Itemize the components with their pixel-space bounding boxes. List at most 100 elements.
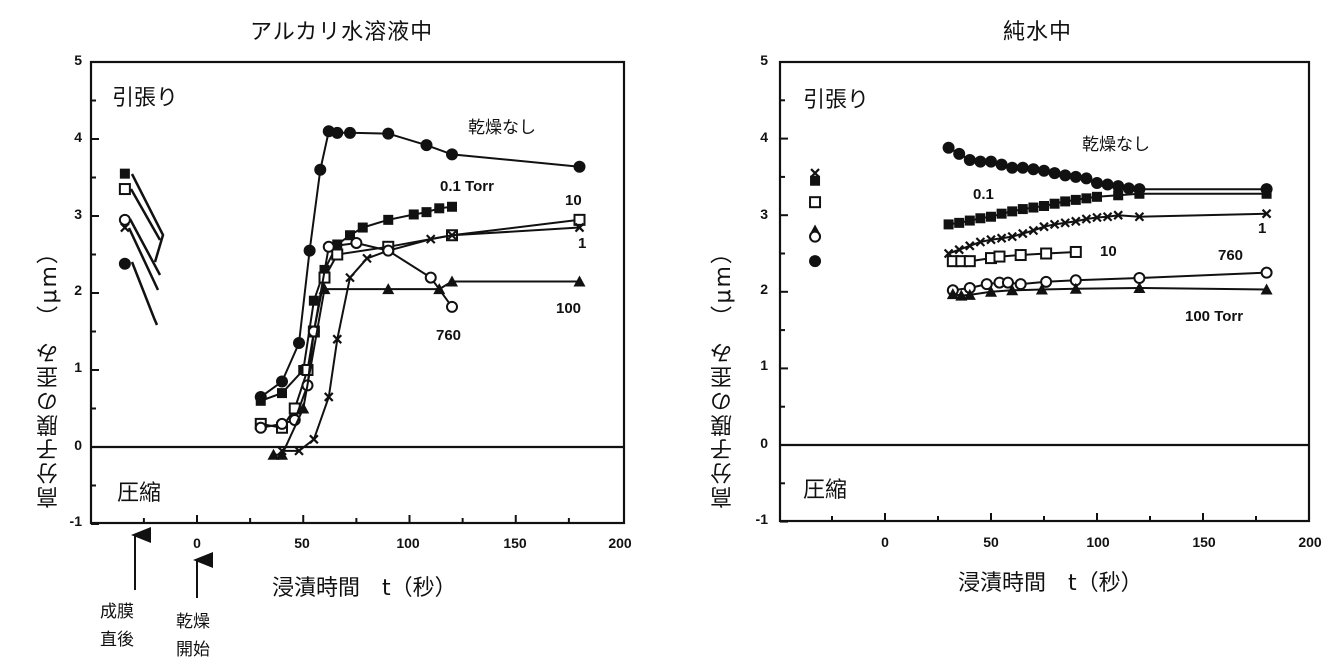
right-xtick-200: 200 bbox=[1298, 534, 1322, 550]
filled-circle-marker-icon bbox=[1059, 169, 1072, 182]
right-label-10: 10 bbox=[1100, 243, 1117, 260]
left-xtick-100: 100 bbox=[396, 535, 420, 551]
filled-circle-marker-icon bbox=[1080, 172, 1093, 185]
right-xtick-0: 0 bbox=[881, 534, 889, 550]
filled-square-marker-icon bbox=[408, 209, 419, 220]
open-circle-marker-icon bbox=[1001, 276, 1014, 289]
filled-circle-marker-icon bbox=[1016, 161, 1029, 174]
filled-square-marker-icon bbox=[332, 239, 343, 250]
right-ytick-5: 5 bbox=[760, 52, 768, 68]
left-ytick-4: 4 bbox=[74, 129, 82, 145]
filled-square-marker-icon bbox=[1092, 191, 1102, 202]
filled-circle-marker-icon bbox=[331, 126, 344, 139]
filled-square-marker-icon bbox=[1017, 204, 1028, 215]
cross-marker-icon bbox=[309, 434, 319, 445]
filled-circle-marker-icon bbox=[1027, 163, 1040, 176]
filled-circle-marker-icon bbox=[1091, 177, 1103, 190]
filled-triangle-marker-icon bbox=[433, 283, 446, 295]
filled-triangle-marker-icon bbox=[1035, 283, 1048, 295]
right-label-760: 760 bbox=[1218, 247, 1244, 264]
filled-triangle-marker-icon bbox=[946, 288, 959, 300]
filled-circle-marker-icon bbox=[1038, 164, 1050, 177]
open-circle-marker-icon bbox=[446, 300, 458, 313]
open-square-marker-icon bbox=[1069, 245, 1082, 258]
left-label-no-drying: 乾燥なし bbox=[468, 118, 536, 138]
left-compression-label: 圧縮 bbox=[117, 481, 162, 506]
filled-square-marker-icon bbox=[383, 214, 394, 225]
right-label-1: 1 bbox=[1258, 220, 1267, 237]
filled-circle-marker-icon bbox=[1006, 161, 1019, 174]
filled-square-marker-icon bbox=[447, 201, 457, 212]
open-circle-marker-icon bbox=[1014, 278, 1027, 291]
left-tension-label: 引張り bbox=[112, 86, 179, 111]
open-circle-marker-icon bbox=[1260, 266, 1273, 279]
filled-square-marker-icon bbox=[308, 295, 319, 306]
cross-marker-icon bbox=[996, 233, 1007, 243]
series-line bbox=[260, 130, 580, 398]
open-square-marker-icon bbox=[993, 250, 1006, 263]
annotation-arrows bbox=[131, 527, 213, 598]
filled-square-marker-icon bbox=[1081, 193, 1092, 204]
cross-marker-icon bbox=[1028, 225, 1039, 236]
filled-circle-marker-icon bbox=[303, 244, 316, 257]
left-initial-lines bbox=[127, 173, 165, 326]
open-circle-marker-icon bbox=[424, 271, 437, 284]
cross-marker-icon bbox=[362, 253, 372, 264]
filled-square-marker-icon bbox=[1261, 188, 1272, 199]
right-compression-label: 圧縮 bbox=[803, 478, 848, 503]
left-ytick-3: 3 bbox=[74, 206, 82, 222]
filled-square-marker-icon bbox=[1134, 188, 1145, 199]
filled-circle-marker-icon bbox=[942, 141, 955, 154]
filled-square-marker-icon bbox=[1049, 198, 1060, 209]
filled-circle-marker-icon bbox=[1069, 170, 1082, 183]
filled-circle-marker-icon bbox=[344, 126, 356, 139]
cross-marker-icon bbox=[1134, 211, 1145, 222]
open-square-marker-icon bbox=[331, 248, 344, 261]
filled-triangle-marker-icon bbox=[382, 283, 395, 295]
series-line bbox=[948, 192, 1267, 226]
cross-marker-icon bbox=[120, 222, 130, 233]
filled-circle-marker-icon bbox=[809, 255, 822, 268]
filled-triangle-marker-icon bbox=[1260, 283, 1273, 295]
right-label-0.1: 0.1 bbox=[973, 186, 994, 203]
filled-circle-marker-icon bbox=[1122, 182, 1135, 195]
cross-marker-icon bbox=[1261, 208, 1272, 219]
series-line bbox=[260, 205, 453, 402]
cross-marker-icon bbox=[332, 334, 343, 344]
open-circle-marker-icon bbox=[980, 278, 993, 291]
right-ytick-4: 4 bbox=[760, 129, 768, 145]
filled-square-marker-icon bbox=[421, 207, 432, 218]
series-line bbox=[948, 212, 1267, 255]
filled-square-marker-icon bbox=[810, 175, 821, 186]
left-label-760: 760 bbox=[436, 327, 462, 344]
left-label-0.1torr: 0.1 Torr bbox=[440, 178, 494, 195]
open-circle-marker-icon bbox=[350, 236, 363, 249]
cross-marker-icon bbox=[323, 392, 334, 402]
open-square-marker-icon bbox=[963, 255, 976, 268]
filled-triangle-marker-icon bbox=[1006, 284, 1019, 296]
filled-circle-marker-icon bbox=[118, 257, 131, 270]
left-chart-title: アルカリ水溶液中 bbox=[250, 20, 434, 45]
cross-marker-icon bbox=[1039, 221, 1049, 232]
filled-square-marker-icon bbox=[1060, 196, 1071, 207]
left-ytick-neg1: -1 bbox=[69, 513, 82, 529]
filled-square-marker-icon bbox=[357, 222, 368, 233]
right-chart-title: 純水中 bbox=[1003, 20, 1073, 45]
cross-marker-icon bbox=[345, 272, 355, 283]
cross-marker-icon bbox=[1060, 218, 1070, 228]
right-label-100torr: 100 Torr bbox=[1185, 308, 1244, 325]
open-circle-marker-icon bbox=[1133, 272, 1146, 285]
open-square-marker-icon bbox=[809, 196, 822, 209]
annotation-film-formed: 成膜 直後 bbox=[100, 602, 134, 650]
filled-triangle-marker-icon bbox=[963, 288, 976, 300]
cross-marker-icon bbox=[1049, 219, 1060, 230]
left-xtick-150: 150 bbox=[503, 535, 527, 551]
right-xtick-150: 150 bbox=[1192, 534, 1216, 550]
cross-marker-icon bbox=[954, 244, 964, 255]
filled-square-marker-icon bbox=[345, 230, 355, 241]
filled-square-marker-icon bbox=[277, 388, 287, 399]
filled-square-marker-icon bbox=[975, 213, 986, 224]
filled-triangle-marker-icon bbox=[267, 448, 280, 460]
cross-marker-icon bbox=[574, 222, 585, 233]
